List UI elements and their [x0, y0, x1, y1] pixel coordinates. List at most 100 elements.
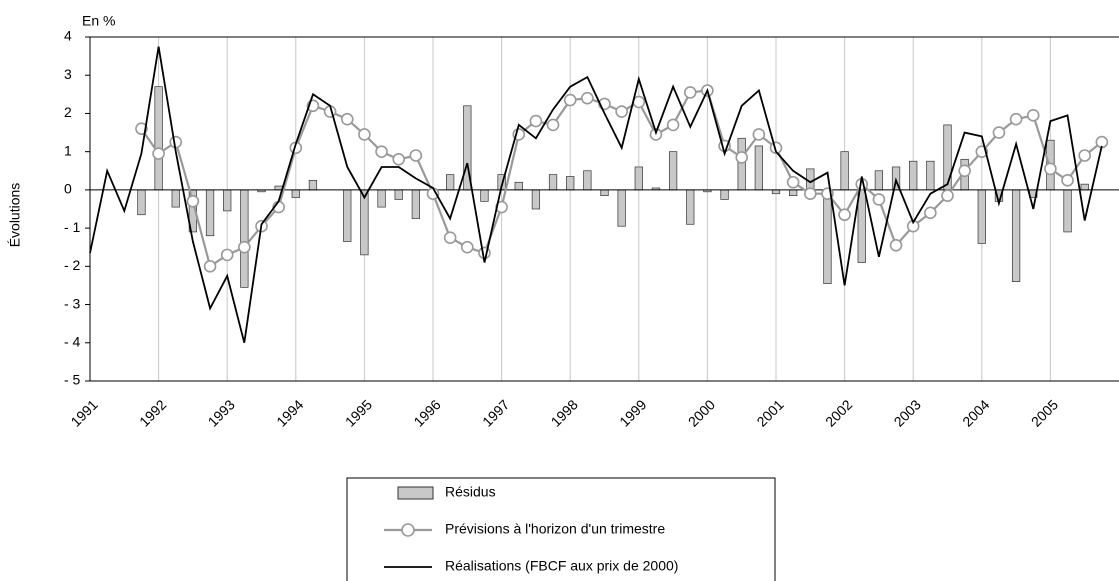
residual-bar — [343, 189, 352, 242]
forecast-point — [1026, 109, 1040, 122]
residual-bar — [394, 189, 403, 200]
residual-bar — [617, 189, 626, 227]
residual-bar — [154, 86, 163, 191]
forecast-point — [152, 147, 165, 160]
residual-bar — [446, 174, 455, 191]
residual-bar — [1080, 183, 1089, 191]
legend-label: Résidus — [445, 484, 496, 500]
residual-bar — [686, 189, 695, 225]
residual-bar — [857, 189, 866, 263]
x-tick-label: 2005 — [1028, 396, 1061, 429]
forecast-point — [443, 231, 457, 244]
y-tick-label: 2 — [64, 104, 72, 120]
residual-bar — [411, 189, 420, 219]
forecast-point — [529, 114, 543, 128]
residual-bar — [977, 189, 986, 244]
x-tick-label: 1991 — [67, 396, 100, 429]
forecast-point — [1061, 174, 1074, 187]
forecast-point — [735, 151, 749, 164]
y-tick-label: - 2 — [64, 257, 81, 273]
residual-bar — [171, 189, 180, 208]
forecast-point — [392, 153, 406, 166]
x-tick-label: 2002 — [822, 396, 855, 429]
residual-bar — [720, 189, 729, 200]
forecast-point — [358, 128, 371, 141]
y-tick-label: 0 — [64, 181, 72, 197]
residual-bar — [291, 189, 300, 198]
residual-bar — [1063, 189, 1072, 233]
unit-label: En % — [82, 13, 115, 29]
forecast-point — [203, 260, 217, 273]
forecast-point — [683, 86, 697, 99]
x-tick-label: 2004 — [959, 396, 992, 429]
residual-bar — [360, 189, 369, 256]
y-tick-label: - 5 — [64, 372, 81, 388]
forecast-point — [1009, 112, 1023, 126]
residual-bar — [377, 189, 386, 208]
y-tick-label: 1 — [64, 142, 72, 158]
forecast-point — [838, 208, 851, 222]
residual-bar — [634, 166, 643, 191]
forecast-point — [752, 128, 766, 141]
forecast-point — [375, 145, 388, 158]
forecast-point — [409, 149, 423, 162]
forecast-point — [924, 206, 937, 220]
legend-swatch — [397, 486, 434, 500]
forecast-point — [666, 118, 680, 132]
residual-bar — [223, 189, 232, 212]
residual-bar — [926, 160, 935, 191]
residual-bar — [789, 189, 798, 196]
x-tick-label: 1992 — [136, 396, 169, 429]
x-tick-label: 1994 — [273, 396, 306, 429]
residual-bar — [737, 137, 746, 191]
y-axis-label: Évolutions — [7, 183, 23, 248]
y-tick-label: - 4 — [64, 333, 81, 349]
y-tick-label: - 1 — [64, 219, 81, 235]
forecast-point — [615, 105, 628, 118]
y-tick-label: - 3 — [64, 295, 81, 311]
residual-bar — [137, 189, 146, 216]
legend-label: Prévisions à l'horizon d'un trimestre — [445, 521, 665, 537]
legend-label: Réalisations (FBCF aux prix de 2000) — [445, 558, 678, 574]
forecast-point — [958, 164, 971, 178]
forecast-point — [889, 239, 903, 252]
forecast-point — [238, 240, 251, 254]
residual-bar — [480, 189, 489, 202]
residual-bar — [771, 189, 781, 195]
residual-bar — [240, 189, 249, 288]
residual-bar — [874, 170, 884, 191]
residual-bar — [308, 179, 318, 191]
residual-bar — [548, 174, 558, 191]
x-tick-label: 1999 — [616, 396, 649, 429]
residual-bar — [531, 189, 541, 210]
residual-bar — [583, 170, 592, 191]
residual-bar — [1011, 189, 1021, 282]
forecast-point — [872, 193, 886, 206]
forecast-point — [546, 118, 560, 132]
residual-bar — [600, 189, 609, 196]
residual-bar — [840, 151, 849, 191]
x-tick-label: 1997 — [479, 396, 512, 429]
residual-bar — [943, 124, 952, 191]
forecast-point — [803, 187, 817, 201]
x-tick-label: 1993 — [205, 396, 238, 429]
residual-bar — [668, 151, 678, 191]
forecast-point — [186, 195, 200, 208]
residual-bar — [909, 160, 918, 191]
forecast-point — [581, 91, 594, 105]
forecast-point — [786, 175, 800, 189]
forecast-point — [1044, 162, 1057, 176]
x-tick-label: 2003 — [891, 396, 924, 429]
forecast-point — [220, 248, 234, 262]
forecast-point — [1078, 149, 1091, 162]
forecast-point — [941, 189, 954, 202]
x-tick-label: 1998 — [548, 396, 581, 429]
x-tick-label: 2001 — [753, 396, 786, 429]
residual-bar — [205, 189, 215, 237]
y-tick-label: 3 — [64, 66, 72, 82]
y-tick-label: 4 — [64, 28, 72, 44]
residual-bar — [754, 145, 763, 191]
x-tick-label: 1996 — [410, 396, 443, 429]
actual-line — [89, 46, 1103, 344]
